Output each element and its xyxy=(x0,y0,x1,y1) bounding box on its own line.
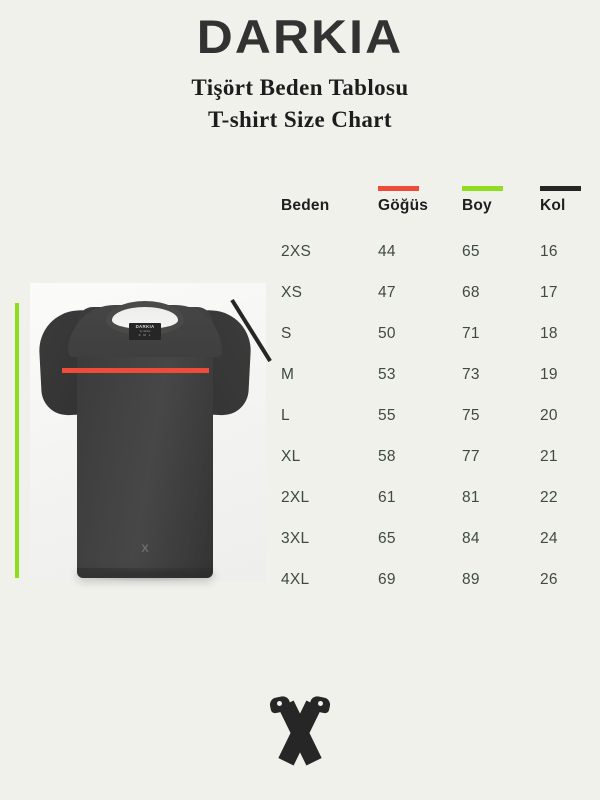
tshirt-front-logo: X xyxy=(141,543,149,555)
column-header-sleeve: Kol xyxy=(540,197,566,214)
cell-size: M xyxy=(281,366,295,383)
cell-chest: 47 xyxy=(378,284,396,301)
tshirt-collar-opening xyxy=(112,307,178,329)
x-eye-right xyxy=(318,701,323,706)
length-measure-line xyxy=(15,303,19,578)
size-chart-table: Beden Göğüs Boy Kol 2XS 44 65 16 XS 47 6… xyxy=(281,186,581,612)
cell-length: 68 xyxy=(462,284,480,301)
tshirt-shadow xyxy=(72,568,222,582)
cell-chest: 69 xyxy=(378,571,396,588)
cell-sleeve: 24 xyxy=(540,530,558,547)
table-row: 2XL 61 81 22 xyxy=(281,489,581,530)
cell-chest: 53 xyxy=(378,366,396,383)
cell-size: XL xyxy=(281,448,301,465)
footer-logo xyxy=(0,695,600,767)
cell-chest: 58 xyxy=(378,448,396,465)
column-header-size: Beden xyxy=(281,197,330,214)
table-header-row: Beden Göğüs Boy Kol xyxy=(281,197,581,243)
column-header-chest: Göğüs xyxy=(378,197,429,214)
cell-size: S xyxy=(281,325,292,342)
cell-sleeve: 16 xyxy=(540,243,558,260)
cell-chest: 61 xyxy=(378,489,396,506)
table-row: XS 47 68 17 xyxy=(281,284,581,325)
neck-label-sizes: S M L xyxy=(138,332,152,337)
cell-sleeve: 22 xyxy=(540,489,558,506)
cell-sleeve: 21 xyxy=(540,448,558,465)
neck-label: DARKIA by darkia S M L xyxy=(129,323,161,340)
column-header-length: Boy xyxy=(462,197,492,214)
cell-chest: 44 xyxy=(378,243,396,260)
cell-size: XS xyxy=(281,284,303,301)
cell-chest: 50 xyxy=(378,325,396,342)
cell-size: 4XL xyxy=(281,571,310,588)
table-row: XL 58 77 21 xyxy=(281,448,581,489)
cell-length: 77 xyxy=(462,448,480,465)
cell-sleeve: 18 xyxy=(540,325,558,342)
cell-sleeve: 17 xyxy=(540,284,558,301)
table-row: 3XL 65 84 24 xyxy=(281,530,581,571)
column-accent-bars xyxy=(281,186,581,197)
subtitle-turkish: Tişört Beden Tablosu xyxy=(191,75,409,101)
tshirt-illustration: DARKIA by darkia S M L X xyxy=(30,283,275,583)
cell-length: 65 xyxy=(462,243,480,260)
brand-logo-text: DARKIA xyxy=(196,10,404,63)
cell-length: 89 xyxy=(462,571,480,588)
cell-sleeve: 26 xyxy=(540,571,558,588)
cell-length: 84 xyxy=(462,530,480,547)
table-row: S 50 71 18 xyxy=(281,325,581,366)
x-eye-left xyxy=(277,701,282,706)
cell-length: 81 xyxy=(462,489,480,506)
table-row: L 55 75 20 xyxy=(281,407,581,448)
cell-size: 3XL xyxy=(281,530,310,547)
cell-length: 73 xyxy=(462,366,480,383)
table-row: M 53 73 19 xyxy=(281,366,581,407)
cell-size: 2XS xyxy=(281,243,312,260)
tshirt-graphic: DARKIA by darkia S M L X xyxy=(37,293,253,582)
cell-size: L xyxy=(281,407,290,424)
cell-sleeve: 20 xyxy=(540,407,558,424)
x-logo-icon xyxy=(268,695,332,767)
table-row: 4XL 69 89 26 xyxy=(281,571,581,612)
sleeve-column-accent-bar xyxy=(540,186,581,191)
cell-chest: 55 xyxy=(378,407,396,424)
tshirt-hem xyxy=(77,568,213,578)
page-header: DARKIA Tişört Beden Tablosu T-shirt Size… xyxy=(0,0,600,134)
neck-label-brand: DARKIA xyxy=(135,324,155,330)
length-column-accent-bar xyxy=(462,186,503,191)
cell-length: 71 xyxy=(462,325,480,342)
cell-chest: 65 xyxy=(378,530,396,547)
subtitle-english: T-shirt Size Chart xyxy=(208,106,392,132)
chest-column-accent-bar xyxy=(378,186,419,191)
chest-measure-line xyxy=(62,368,209,373)
cell-size: 2XL xyxy=(281,489,310,506)
neck-label-sub: by darkia xyxy=(139,329,151,333)
table-row: 2XS 44 65 16 xyxy=(281,243,581,284)
cell-length: 75 xyxy=(462,407,480,424)
cell-sleeve: 19 xyxy=(540,366,558,383)
